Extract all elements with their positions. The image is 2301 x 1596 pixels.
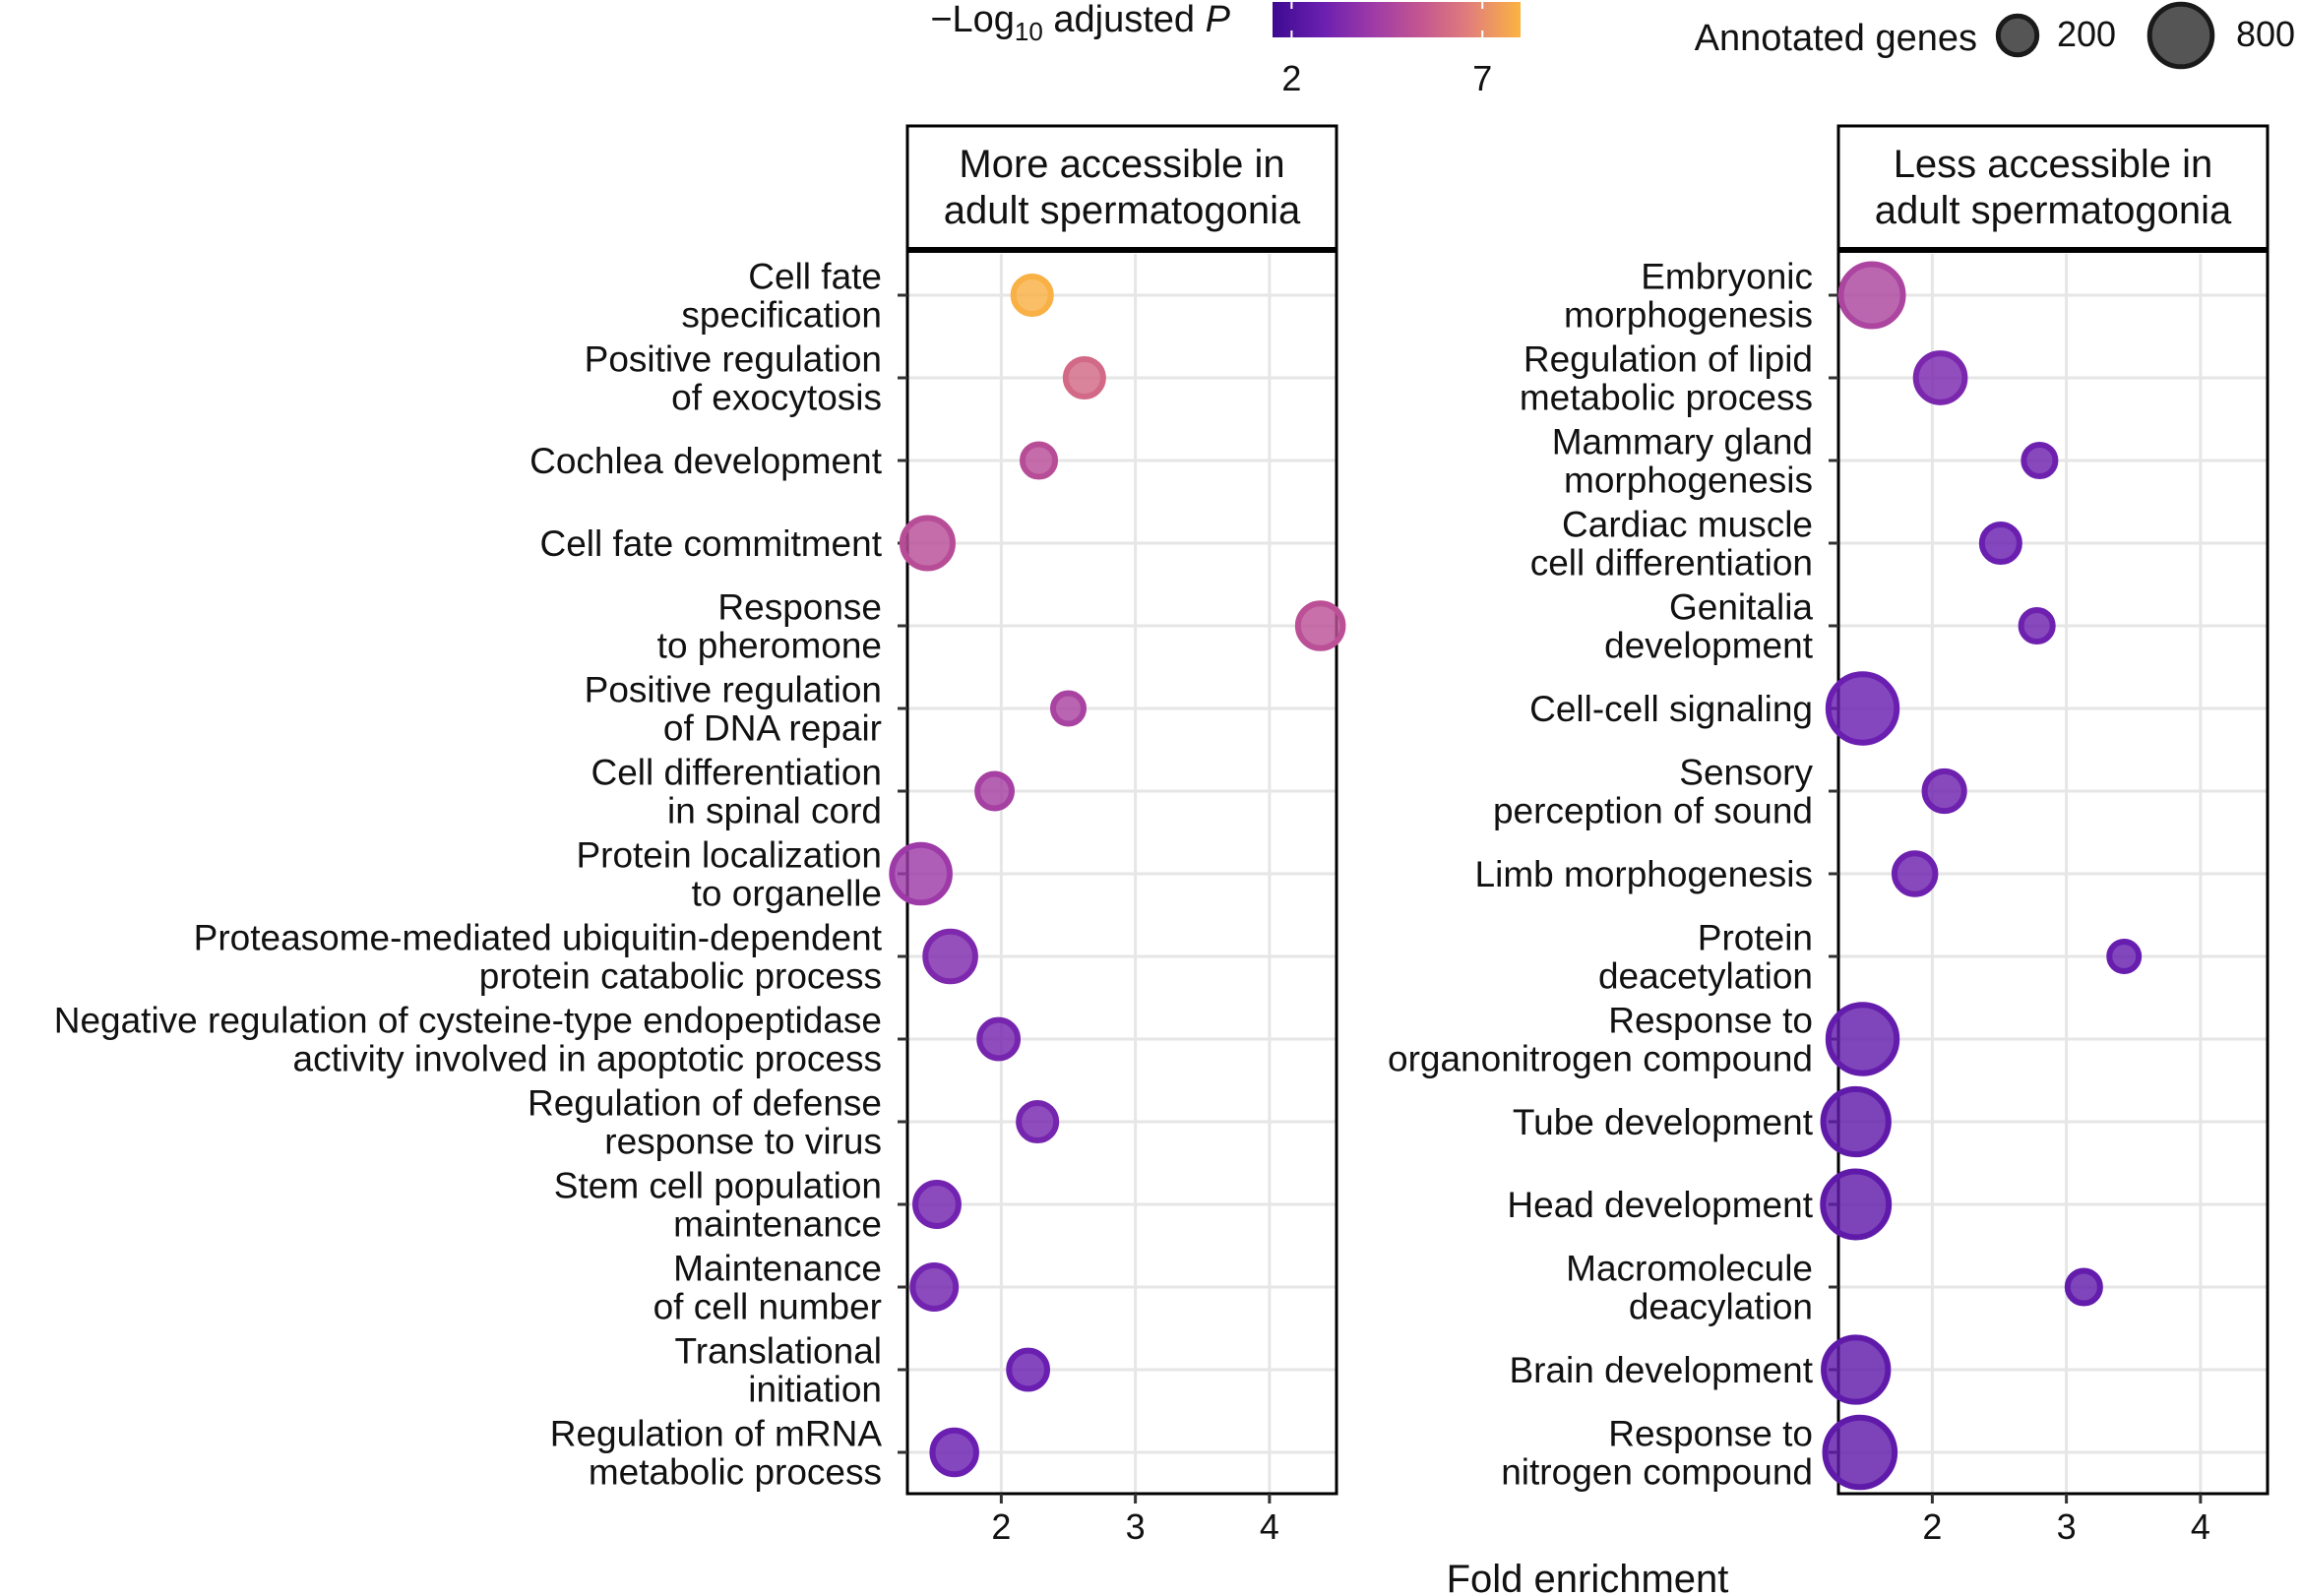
enrichment-point (912, 1180, 962, 1229)
term-label: Regulation of mRNA metabolic process (550, 1414, 883, 1493)
enrichment-point (2106, 939, 2143, 974)
size-keys: 200 800 (1995, 1, 2295, 70)
term-label: Protein deacetylation (1598, 918, 1813, 997)
term-label: Regulation of defense response to virus (528, 1083, 882, 1162)
term-label: Embryonic morphogenesis (1564, 257, 1813, 336)
facet-title-line: adult spermatogonia (944, 189, 1301, 232)
facet-strip (1836, 124, 2270, 252)
enrichment-point (1891, 850, 1939, 897)
enrichment-point (976, 1016, 1022, 1062)
term-label: Response to organonitrogen compound (1388, 1001, 1813, 1079)
panel-border (1836, 248, 2270, 1496)
term-label: Brain development (1509, 1350, 1813, 1390)
enrichment-point (922, 928, 978, 985)
enrichment-point (2064, 1267, 2103, 1307)
color-legend-title: −Log10 adjusted P (930, 0, 1230, 46)
term-label: Cardiac muscle cell differentiation (1530, 505, 1813, 583)
term-label: Positive regulation of DNA repair (585, 670, 882, 749)
term-label: Tube development (1513, 1102, 1814, 1142)
enrichment-point (1820, 1168, 1893, 1241)
term-label: Mammary gland morphogenesis (1552, 422, 1813, 501)
term-label: Head development (1507, 1185, 1813, 1225)
enrichment-point (1978, 521, 2022, 566)
x-axis-label: Fold enrichment (1447, 1558, 1729, 1596)
term-label: Regulation of lipid metabolic process (1520, 339, 1813, 418)
term-label: Macromolecule deacylation (1566, 1249, 1813, 1327)
enrichment-point (929, 1427, 979, 1478)
enrichment-point (974, 770, 1016, 812)
term-label: Translational initiation (675, 1331, 882, 1410)
term-label: Proteasome-mediated ubiquitin-dependent p… (194, 918, 883, 997)
enrichment-point (1825, 1002, 1900, 1076)
term-label: Genitalia development (1604, 587, 1814, 666)
enrichment-point (1062, 355, 1106, 400)
term-label: Response to nitrogen compound (1501, 1414, 1813, 1493)
enrichment-point (909, 1262, 960, 1312)
enrichment-point (1016, 1099, 1060, 1144)
term-label: Maintenance of cell number (653, 1249, 882, 1327)
x-tick-label: 4 (2191, 1506, 2210, 1547)
term-label: Protein localization to organelle (576, 835, 882, 914)
term-label: Cell differentiation in spinal cord (591, 753, 883, 831)
enrichment-point (1010, 273, 1054, 318)
enrichment-point (2021, 441, 2059, 480)
term-label: Cell fate specification (681, 257, 882, 336)
size-key-label: 800 (2236, 14, 2295, 54)
enrichment-point (1006, 1347, 1051, 1392)
enrichment-point (1019, 441, 1059, 480)
term-label: Negative regulation of cysteine-type end… (54, 1001, 882, 1079)
x-tick-label: 2 (1922, 1506, 1942, 1547)
enrichment-point (1820, 1085, 1892, 1158)
term-label: Cell-cell signaling (1529, 689, 1813, 729)
size-legend: Annotated genes 200 800 (1695, 1, 2295, 70)
size-legend-title: Annotated genes (1695, 18, 1977, 59)
x-tick-label: 3 (1126, 1506, 1146, 1547)
enrichment-point (889, 841, 953, 906)
color-tick-label: 7 (1472, 58, 1492, 98)
color-gradient-bar (1273, 2, 1521, 37)
panel-border (905, 248, 1338, 1496)
color-tick-label: 2 (1281, 58, 1301, 98)
term-label: Cochlea development (529, 441, 883, 481)
enrichment-point (1837, 261, 1906, 330)
facet-title-line: Less accessible in (1894, 143, 2213, 186)
size-key-circle (2146, 1, 2215, 70)
enrichment-point (1825, 671, 1900, 746)
term-label: Limb morphogenesis (1475, 854, 1813, 894)
x-tick-label: 2 (991, 1506, 1011, 1547)
facet-title-line: adult spermatogonia (1875, 189, 2232, 232)
enrichment-point (1822, 1414, 1898, 1491)
x-tick-label: 4 (1260, 1506, 1279, 1547)
term-label: Stem cell population maintenance (554, 1166, 882, 1245)
x-tick-label: 3 (2057, 1506, 2077, 1547)
term-label: Cell fate commitment (540, 523, 883, 564)
enrichment-point (1049, 690, 1088, 727)
enrichment-point (1912, 350, 1968, 405)
term-label: Response to pheromone (657, 587, 882, 666)
facet-title-line: More accessible in (959, 143, 1284, 186)
term-label: Sensory perception of sound (1493, 753, 1814, 831)
term-label: Positive regulation of exocytosis (585, 339, 882, 418)
enrichment-point (899, 515, 956, 572)
enrichment-point (2018, 606, 2056, 645)
enrichment-point (1821, 1334, 1892, 1405)
enrichment-point (1921, 767, 1967, 815)
size-key-label: 200 (2057, 14, 2116, 54)
size-key-circle (1995, 13, 2040, 58)
facet-strip (905, 124, 1338, 252)
enrichment-point (1294, 600, 1346, 651)
